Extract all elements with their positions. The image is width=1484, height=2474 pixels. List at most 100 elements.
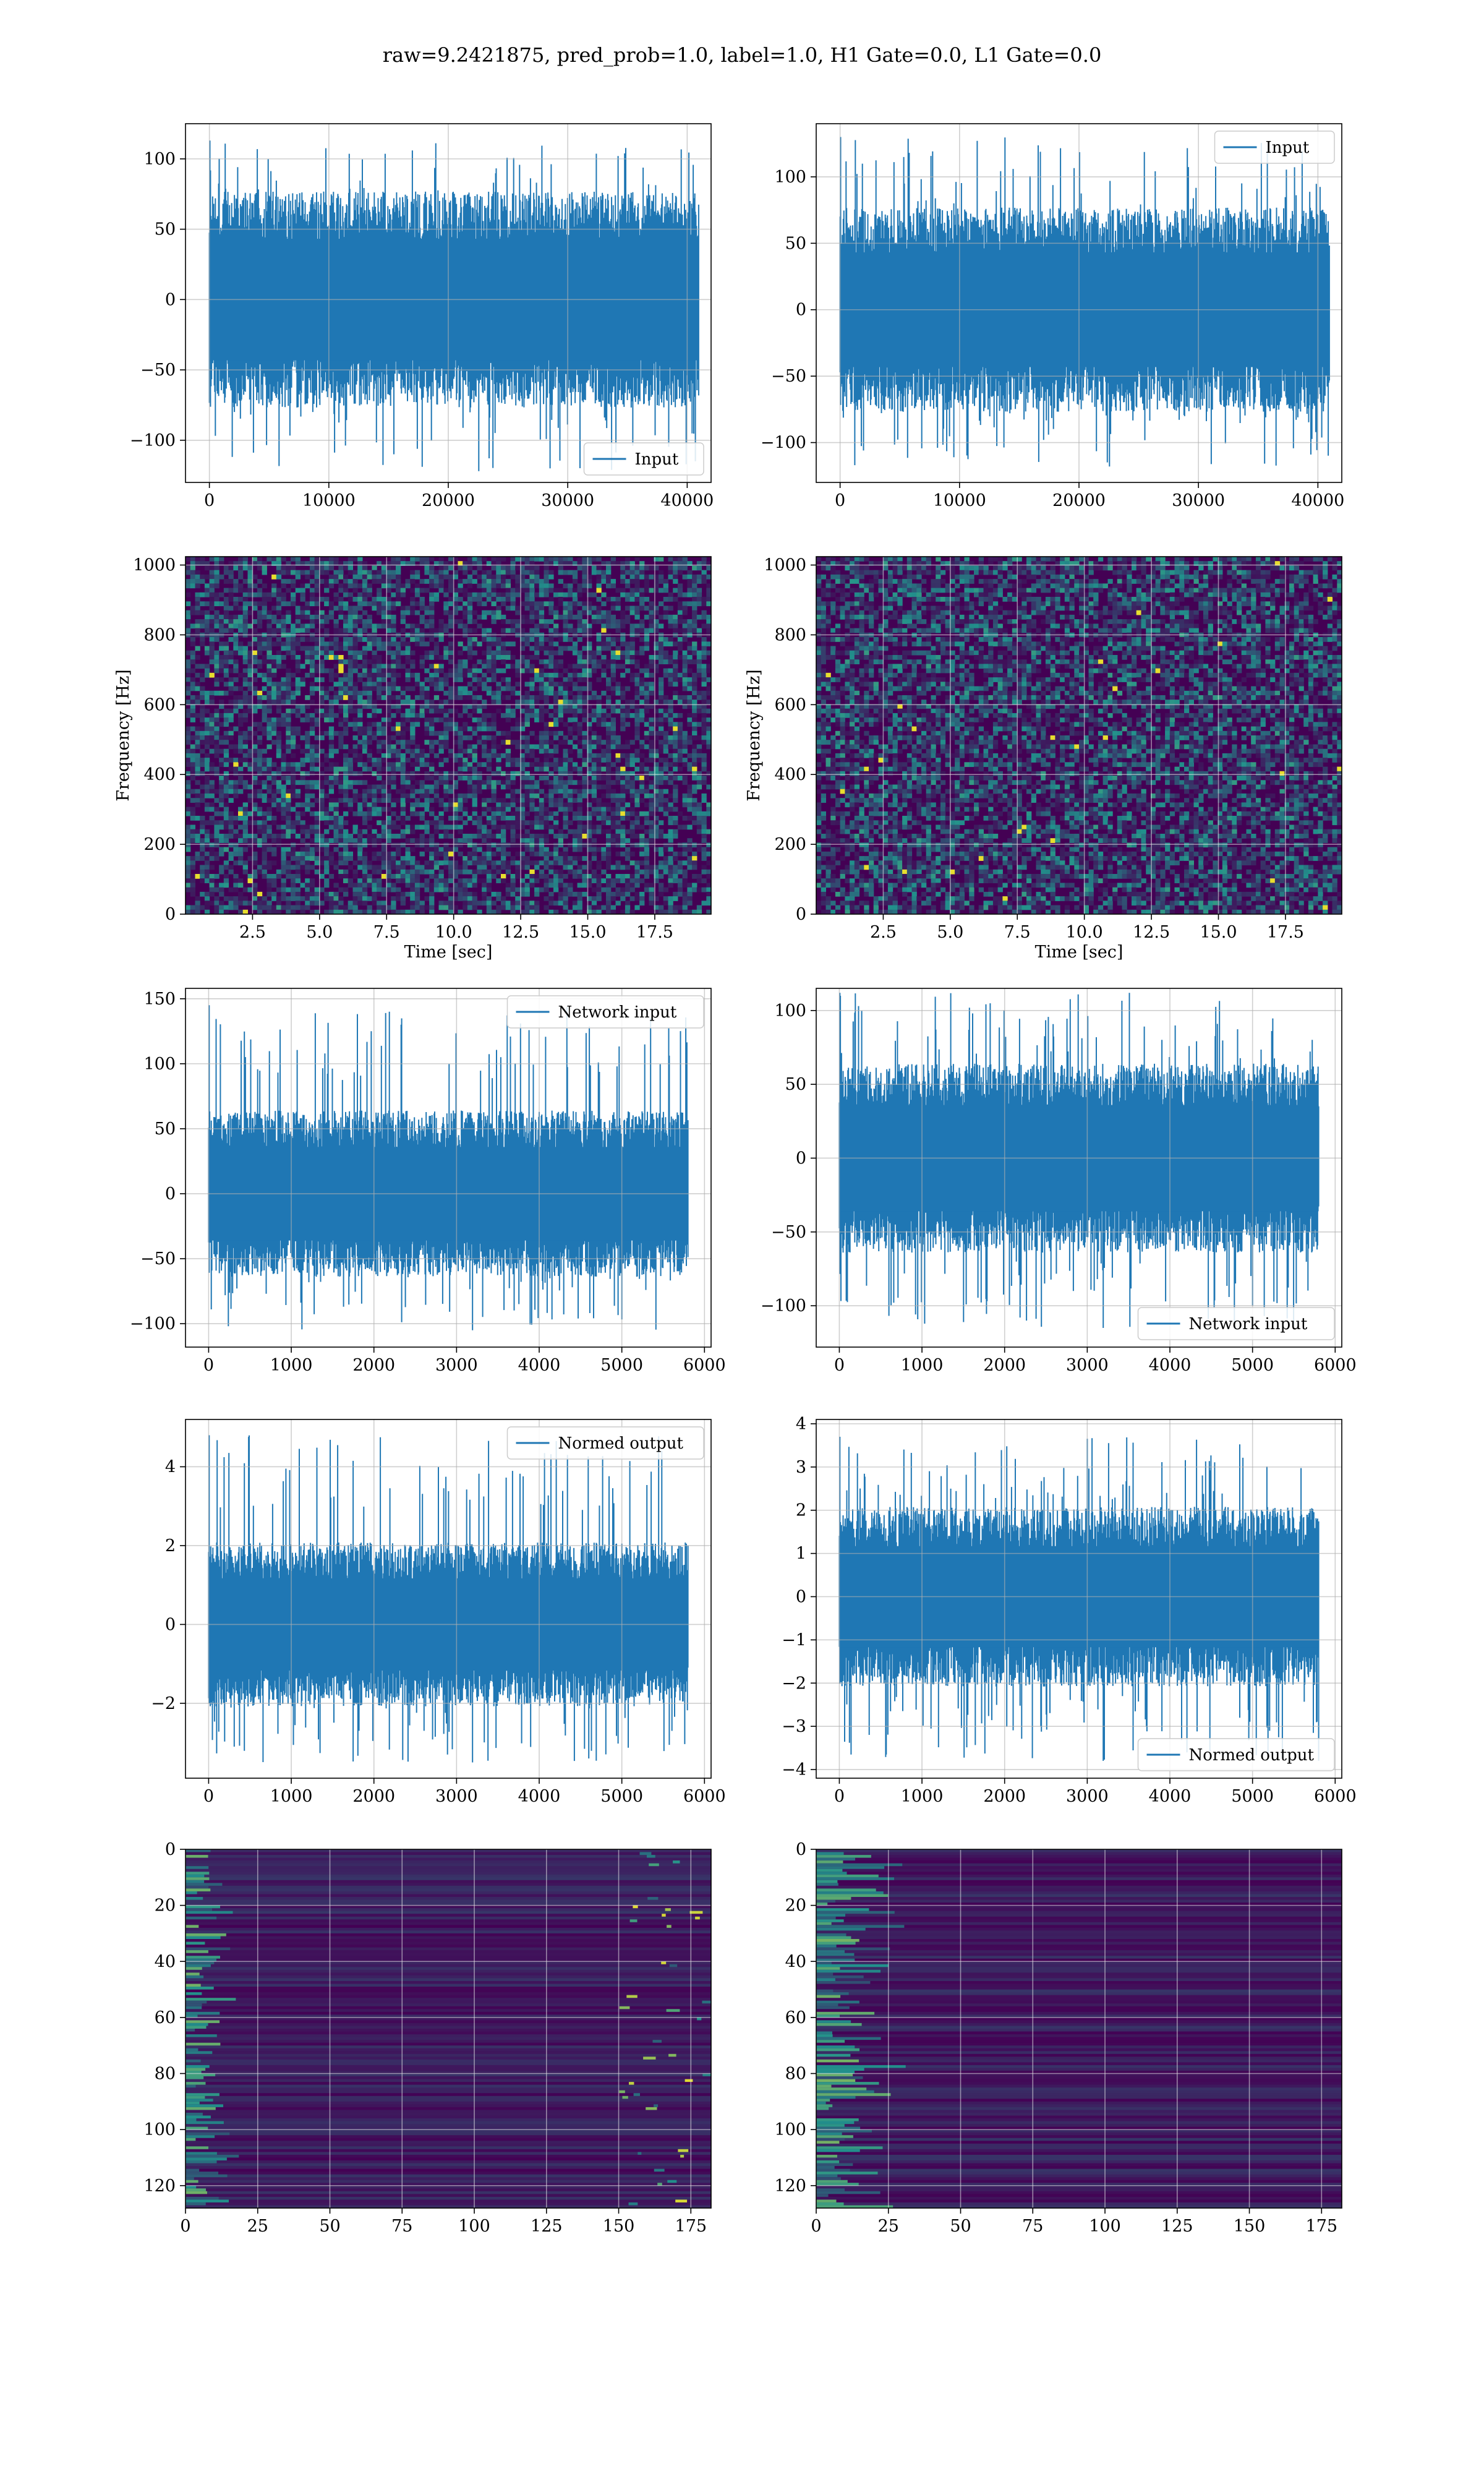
heatmap-cell — [362, 700, 368, 704]
heatmap-cell — [548, 793, 554, 798]
heatmap-cell — [381, 664, 387, 669]
heatmap-cell — [458, 735, 463, 740]
heatmap-cell — [472, 874, 477, 879]
heatmap-cell — [568, 583, 573, 589]
heatmap-cell — [324, 766, 330, 772]
heatmap-cell — [568, 766, 573, 772]
heatmap-cell — [448, 646, 454, 651]
heatmap-cell — [463, 690, 468, 696]
heatmap-cell — [271, 690, 277, 696]
heatmap-cell — [357, 753, 363, 758]
heatmap-cell — [410, 784, 416, 790]
heatmap-cell — [620, 561, 626, 566]
heatmap-cell — [524, 789, 530, 794]
heatmap-cell — [563, 619, 568, 624]
heatmap-cell — [486, 561, 492, 566]
heatmap-cell — [544, 834, 549, 839]
heatmap-cell — [414, 887, 420, 892]
heatmap-cell — [195, 834, 200, 839]
heatmap-cell — [501, 565, 506, 571]
heatmap-cell — [553, 851, 559, 857]
heatmap-cell — [601, 758, 607, 763]
heatmap-cell — [572, 891, 578, 897]
heatmap-cell — [443, 717, 449, 722]
heatmap-cell — [195, 574, 200, 580]
heatmap-cell — [314, 579, 320, 584]
heatmap-cell — [405, 748, 411, 754]
heatmap-cell — [204, 776, 210, 781]
heatmap-cell — [195, 874, 200, 879]
heatmap-cell — [314, 619, 320, 624]
heatmap-cell — [195, 909, 200, 914]
heatmap-cell — [601, 637, 607, 642]
heatmap-cell — [400, 901, 406, 906]
heatmap-cell — [305, 570, 310, 575]
heatmap-cell — [219, 865, 224, 870]
heatmap-cell — [309, 878, 315, 883]
heatmap-cell — [501, 905, 506, 910]
heatmap-cell — [591, 735, 597, 740]
heatmap-cell — [458, 891, 463, 897]
heatmap-cell — [491, 610, 497, 615]
heatmap-cell — [357, 601, 363, 607]
heatmap-cell — [496, 655, 501, 660]
heatmap-cell — [587, 874, 592, 879]
heatmap-cell — [453, 905, 458, 910]
heatmap-cell — [505, 717, 511, 722]
heatmap-cell — [505, 820, 511, 826]
heatmap-cell — [510, 883, 516, 888]
heatmap-cell — [591, 878, 597, 883]
heatmap-cell — [381, 570, 387, 575]
heatmap-cell — [615, 766, 621, 772]
heatmap-cell — [204, 730, 210, 736]
heatmap-cell — [200, 874, 205, 879]
heatmap-cell — [424, 668, 430, 674]
heatmap-cell — [548, 690, 554, 696]
heatmap-cell — [357, 597, 363, 602]
heatmap-cell — [625, 802, 631, 808]
heatmap-cell — [544, 878, 549, 883]
heatmap-cell — [328, 641, 335, 647]
heatmap-cell — [601, 646, 607, 651]
heatmap-cell — [458, 561, 463, 566]
heatmap-cell — [591, 896, 597, 901]
heatmap-cell — [467, 842, 473, 848]
heatmap-cell — [524, 570, 530, 575]
heatmap-cell — [252, 793, 258, 798]
heatmap-cell — [314, 856, 320, 861]
heatmap-cell — [582, 655, 587, 660]
heatmap-cell — [209, 695, 215, 700]
heatmap-cell — [190, 650, 195, 656]
heatmap-cell — [214, 838, 220, 843]
heatmap-cell — [410, 887, 416, 892]
heatmap-cell — [610, 735, 616, 740]
heatmap-cell — [257, 690, 263, 696]
heatmap-cell — [582, 610, 587, 615]
heatmap-cell — [309, 802, 315, 808]
heatmap-cell — [195, 896, 200, 901]
heatmap-cell — [424, 820, 430, 826]
heatmap-cell — [405, 847, 411, 852]
heatmap-cell — [214, 798, 220, 803]
heatmap-cell — [267, 816, 272, 821]
heatmap-cell — [291, 655, 296, 660]
heatmap-cell — [348, 668, 353, 674]
heatmap-cell — [572, 704, 578, 709]
heatmap-cell — [295, 659, 301, 664]
heatmap-cell — [295, 574, 301, 580]
heatmap-cell — [563, 695, 568, 700]
heatmap-cell — [539, 748, 545, 754]
heatmap-cell — [281, 891, 286, 897]
heatmap-cell — [338, 829, 344, 834]
heatmap-cell — [563, 614, 568, 620]
heatmap-cell — [291, 793, 296, 798]
heatmap-cell — [377, 610, 382, 615]
heatmap-cell — [242, 735, 248, 740]
heatmap-cell — [443, 802, 449, 808]
heatmap-cell — [563, 901, 568, 906]
heatmap-cell — [577, 820, 582, 826]
heatmap-cell — [305, 891, 310, 897]
heatmap-cell — [333, 802, 339, 808]
heatmap-cell — [553, 700, 559, 704]
